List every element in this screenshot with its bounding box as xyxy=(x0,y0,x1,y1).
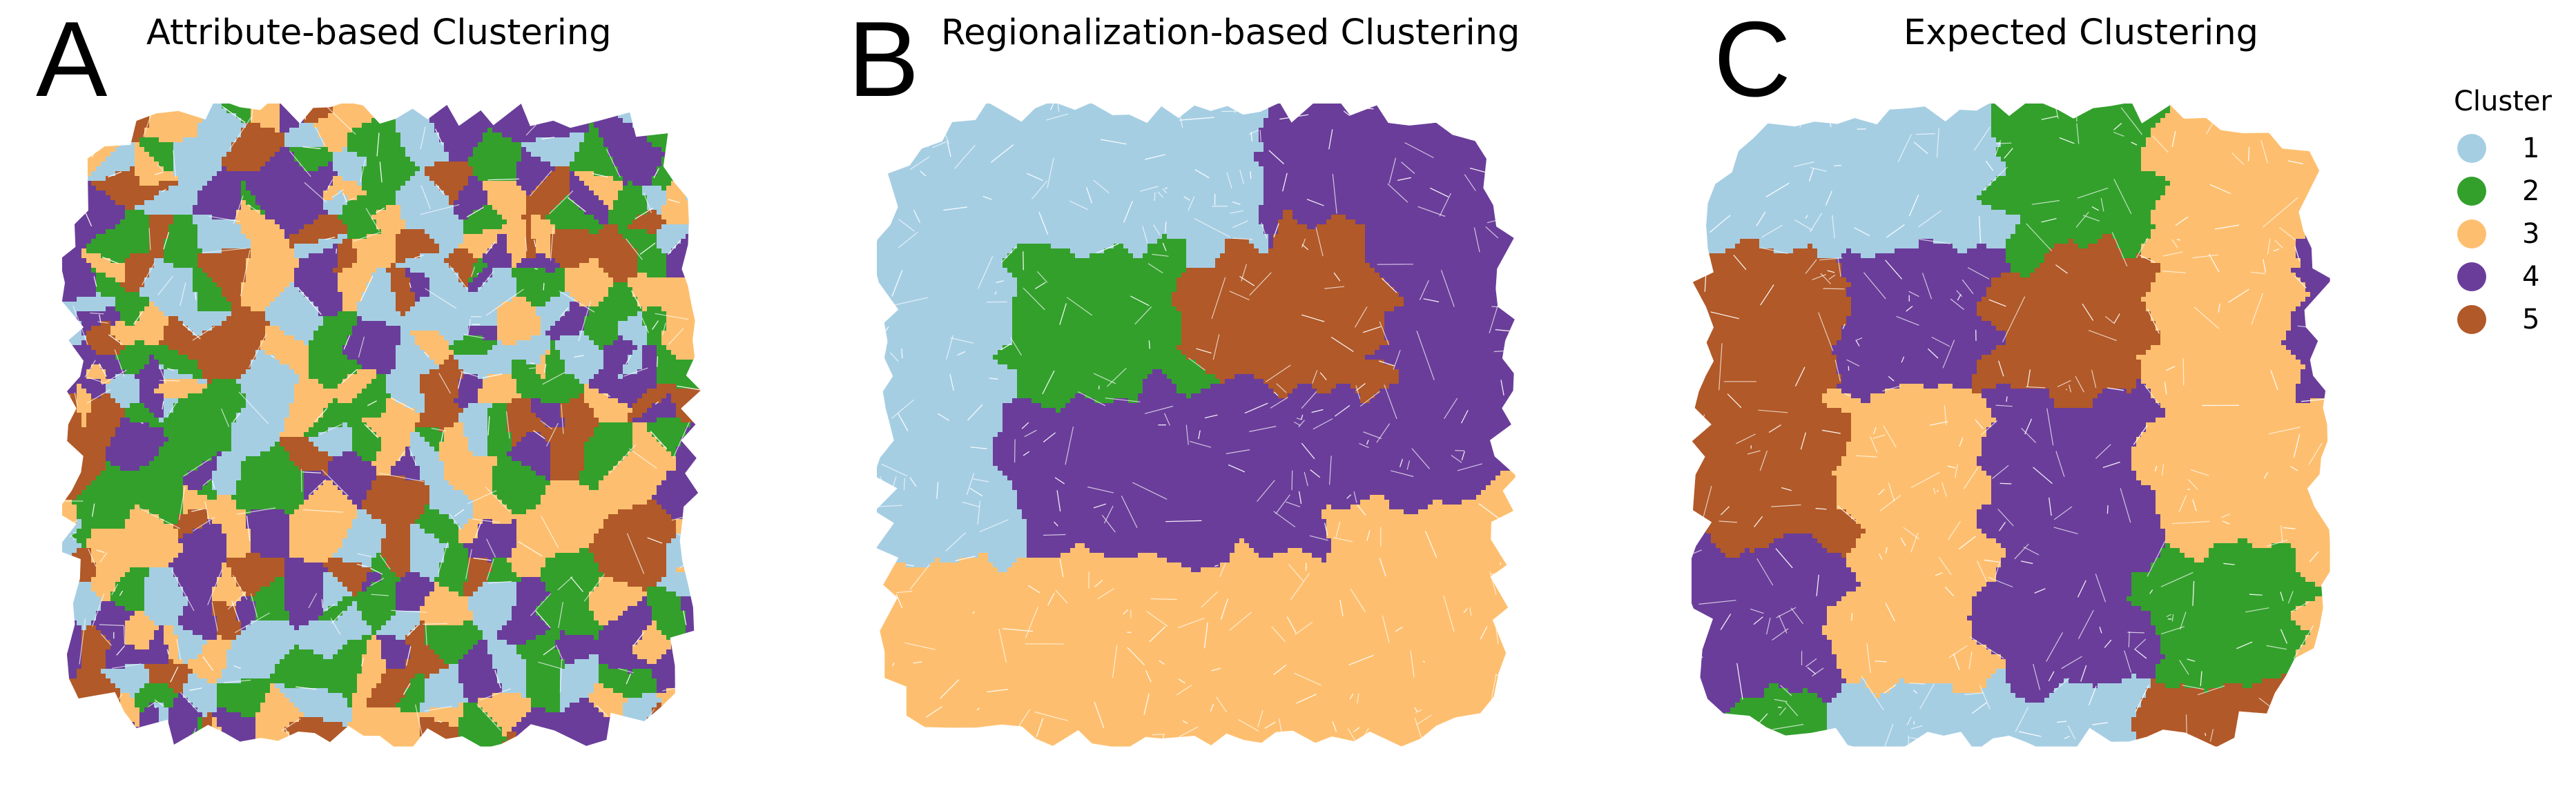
legend-label: 3 xyxy=(2522,218,2539,250)
legend-swatch xyxy=(2457,134,2486,163)
legend-item: 2 xyxy=(2441,170,2565,213)
legend-swatch xyxy=(2457,219,2486,248)
area-boundaries xyxy=(872,99,1517,745)
legend-label: 2 xyxy=(2522,175,2539,207)
map-polygons xyxy=(877,104,1515,747)
area-boundaries xyxy=(1686,101,2332,752)
legend-item: 5 xyxy=(2441,298,2565,341)
legend-label: 4 xyxy=(2522,261,2539,293)
legend-item: 3 xyxy=(2441,213,2565,255)
panel-letter: A xyxy=(36,6,107,113)
panel-c: C Expected Clustering xyxy=(1629,0,2444,802)
panel-title: Attribute-based Clustering xyxy=(146,15,612,50)
legend-item: 1 xyxy=(2441,127,2565,170)
legend-label: 5 xyxy=(2522,304,2539,335)
legend-swatch xyxy=(2457,305,2486,334)
cluster-map-attribute xyxy=(56,97,701,749)
legend-swatch xyxy=(2457,177,2486,206)
cluster-map-expected xyxy=(1686,101,2332,752)
cluster-map-regionalization xyxy=(872,99,1517,747)
legend-label: 1 xyxy=(2522,133,2539,164)
panel-a: A Attribute-based Clustering xyxy=(0,0,815,802)
map-polygons xyxy=(62,104,701,747)
panel-title: Expected Clustering xyxy=(1904,15,2258,50)
legend-item: 4 xyxy=(2441,255,2565,298)
panel-b: B Regionalization-based Clustering xyxy=(815,0,1629,802)
legend-title: Cluster xyxy=(2441,86,2565,117)
legend-swatch xyxy=(2457,262,2486,291)
panel-letter: C xyxy=(1714,6,1791,113)
panel-letter: B xyxy=(848,6,919,113)
panel-title: Regionalization-based Clustering xyxy=(941,15,1520,50)
map-polygons xyxy=(1692,104,2330,747)
legend: Cluster 1 2 3 4 5 xyxy=(2441,86,2565,341)
